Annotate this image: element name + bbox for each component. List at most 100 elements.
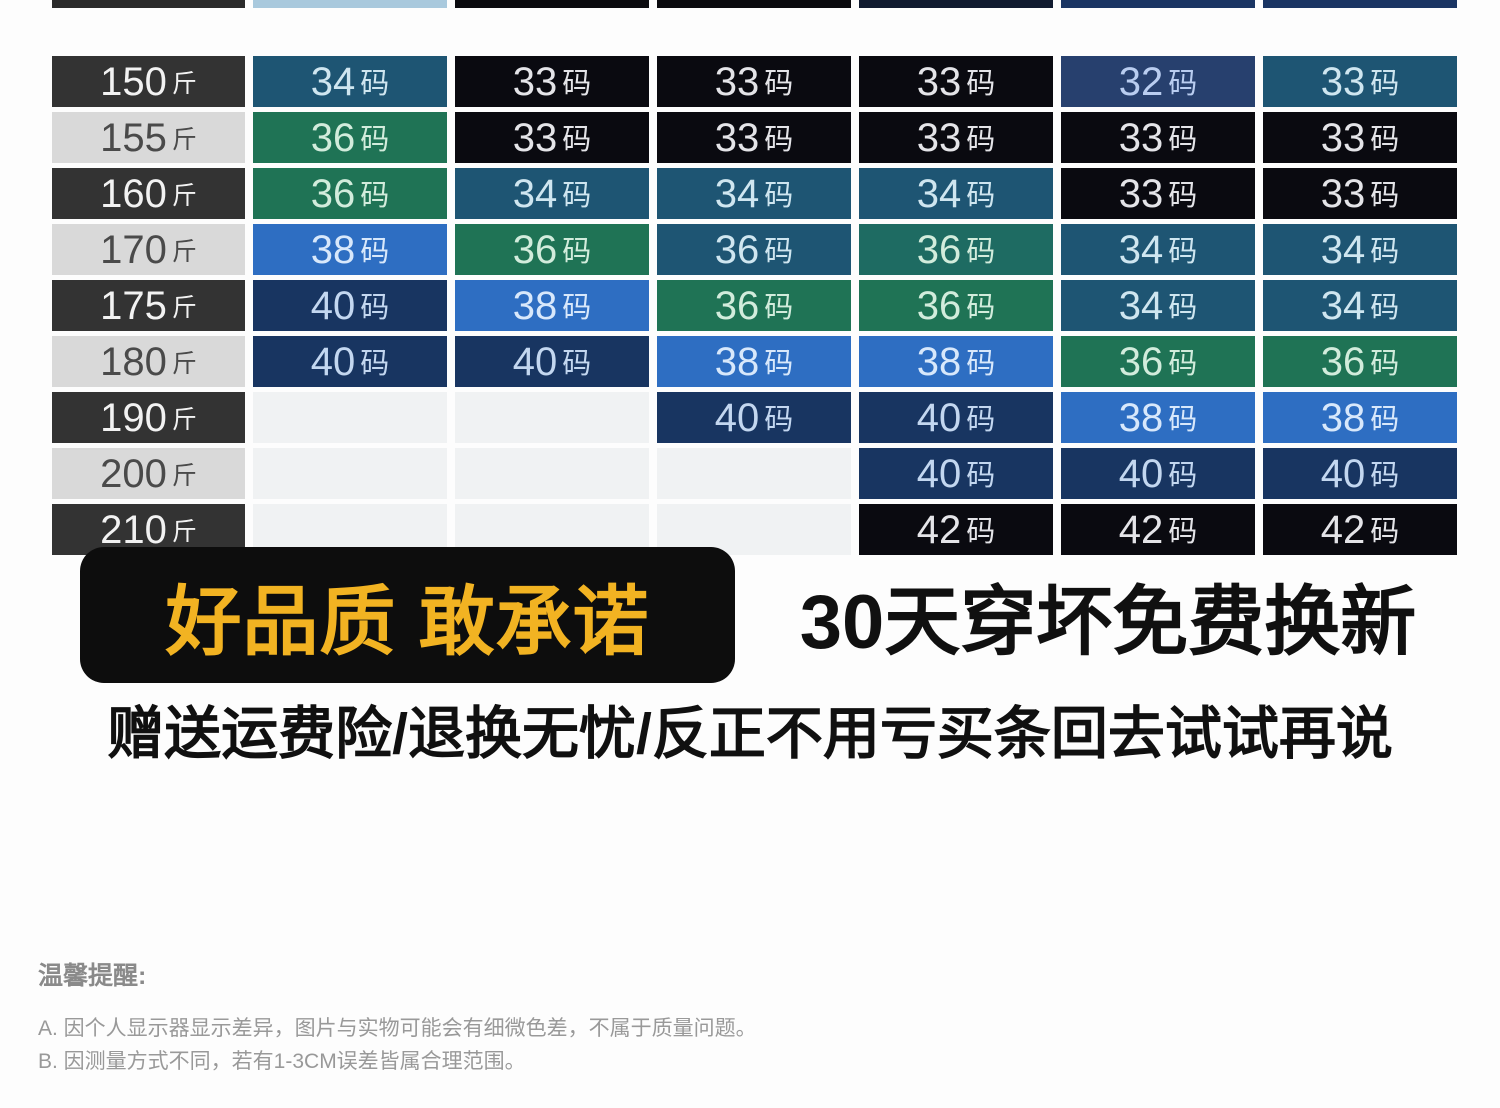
cell-number: 42 <box>1320 507 1366 552</box>
cell-unit: 码 <box>1168 404 1198 436</box>
size-cell: 40 码 <box>859 392 1053 443</box>
cell-unit: 斤 <box>171 238 197 266</box>
cell-number: 38 <box>1118 395 1164 440</box>
cell-number: 33 <box>1320 59 1366 104</box>
quality-badge-text: 好品质 敢承诺 <box>165 580 650 665</box>
table-top-sliver-cell <box>52 0 245 8</box>
cell-number: 33 <box>512 115 558 160</box>
weight-cell: 175 斤 <box>52 280 245 331</box>
size-cell: 36 码 <box>1061 336 1255 387</box>
cell-number: 33 <box>1320 171 1366 216</box>
size-cell: 36 码 <box>253 112 447 163</box>
cell-number: 33 <box>512 59 558 104</box>
size-cell: 36 码 <box>859 280 1053 331</box>
weight-cell: 190 斤 <box>52 392 245 443</box>
cell-number: 40 <box>512 339 558 384</box>
size-cell: 38 码 <box>253 224 447 275</box>
table-top-sliver-cell <box>1061 0 1255 8</box>
cell-unit: 码 <box>1370 516 1400 548</box>
size-cell: 38 码 <box>1061 392 1255 443</box>
cell-unit: 码 <box>966 516 996 548</box>
cell-number: 33 <box>714 59 760 104</box>
table-top-sliver-cell <box>455 0 649 8</box>
cell-number: 34 <box>310 59 356 104</box>
cell-number: 40 <box>1320 451 1366 496</box>
size-cell: 38 码 <box>1263 392 1457 443</box>
size-cell: 32 码 <box>1061 56 1255 107</box>
promo-headline: 30天穿坏免费换新 <box>799 580 1417 665</box>
cell-unit: 码 <box>966 460 996 492</box>
size-cell: 38 码 <box>455 280 649 331</box>
cell-number: 38 <box>310 227 356 272</box>
cell-unit: 码 <box>966 180 996 212</box>
cell-number: 34 <box>1118 227 1164 272</box>
weight-cell: 150 斤 <box>52 56 245 107</box>
cell-unit: 码 <box>360 180 390 212</box>
cell-number: 175 <box>100 283 167 328</box>
size-cell: 34 码 <box>1263 280 1457 331</box>
size-cell: 33 码 <box>657 112 851 163</box>
cell-unit: 码 <box>360 236 390 268</box>
cell-number: 38 <box>916 339 962 384</box>
cell-unit: 码 <box>764 68 794 100</box>
cell-unit: 码 <box>360 292 390 324</box>
cell-number: 180 <box>100 339 167 384</box>
cell-number: 190 <box>100 395 167 440</box>
cell-unit: 码 <box>562 68 592 100</box>
cell-unit: 码 <box>764 124 794 156</box>
cell-unit: 码 <box>966 236 996 268</box>
cell-number: 33 <box>1118 115 1164 160</box>
cell-unit: 码 <box>764 180 794 212</box>
cell-number: 36 <box>714 227 760 272</box>
cell-unit: 码 <box>1370 68 1400 100</box>
size-cell: 36 码 <box>1263 336 1457 387</box>
cell-unit: 码 <box>966 348 996 380</box>
size-cell: 33 码 <box>455 112 649 163</box>
cell-unit: 码 <box>562 348 592 380</box>
cell-unit: 码 <box>764 348 794 380</box>
reminder-item: B. 因测量方式不同，若有1-3CM误差皆属合理范围。 <box>38 1050 526 1073</box>
cell-number: 33 <box>916 115 962 160</box>
cell-unit: 码 <box>1168 180 1198 212</box>
cell-number: 38 <box>714 339 760 384</box>
cell-number: 160 <box>100 171 167 216</box>
size-cell-empty <box>455 504 649 555</box>
cell-unit: 斤 <box>171 126 197 154</box>
cell-number: 32 <box>1118 59 1164 104</box>
size-cell: 34 码 <box>1263 224 1457 275</box>
reminder-list: A. 因个人显示器显示差异，图片与实物可能会有细微色差，不属于质量问题。 B. 因… <box>38 1012 757 1078</box>
size-cell: 40 码 <box>859 448 1053 499</box>
cell-number: 36 <box>916 227 962 272</box>
size-cell: 33 码 <box>859 112 1053 163</box>
weight-cell: 210 斤 <box>52 504 245 555</box>
size-cell: 33 码 <box>455 56 649 107</box>
cell-unit: 码 <box>1168 348 1198 380</box>
cell-unit: 码 <box>1168 516 1198 548</box>
table-top-sliver-cell <box>1263 0 1457 8</box>
cell-number: 33 <box>714 115 760 160</box>
cell-unit: 码 <box>764 404 794 436</box>
size-cell-empty <box>455 392 649 443</box>
cell-unit: 码 <box>1370 404 1400 436</box>
cell-unit: 码 <box>966 292 996 324</box>
size-cell: 40 码 <box>1061 448 1255 499</box>
cell-number: 34 <box>916 171 962 216</box>
cell-unit: 码 <box>360 348 390 380</box>
size-cell: 40 码 <box>455 336 649 387</box>
weight-cell: 160 斤 <box>52 168 245 219</box>
cell-number: 36 <box>1118 339 1164 384</box>
cell-number: 33 <box>916 59 962 104</box>
cell-number: 170 <box>100 227 167 272</box>
cell-number: 42 <box>1118 507 1164 552</box>
cell-number: 150 <box>100 59 167 104</box>
cell-unit: 码 <box>966 68 996 100</box>
size-cell-empty <box>657 504 851 555</box>
cell-unit: 码 <box>966 124 996 156</box>
cell-number: 155 <box>100 115 167 160</box>
size-cell: 38 码 <box>859 336 1053 387</box>
cell-unit: 码 <box>764 292 794 324</box>
cell-unit: 斤 <box>171 294 197 322</box>
cell-unit: 码 <box>1370 180 1400 212</box>
cell-number: 40 <box>916 395 962 440</box>
reminder-title: 温馨提醒: <box>38 962 147 990</box>
